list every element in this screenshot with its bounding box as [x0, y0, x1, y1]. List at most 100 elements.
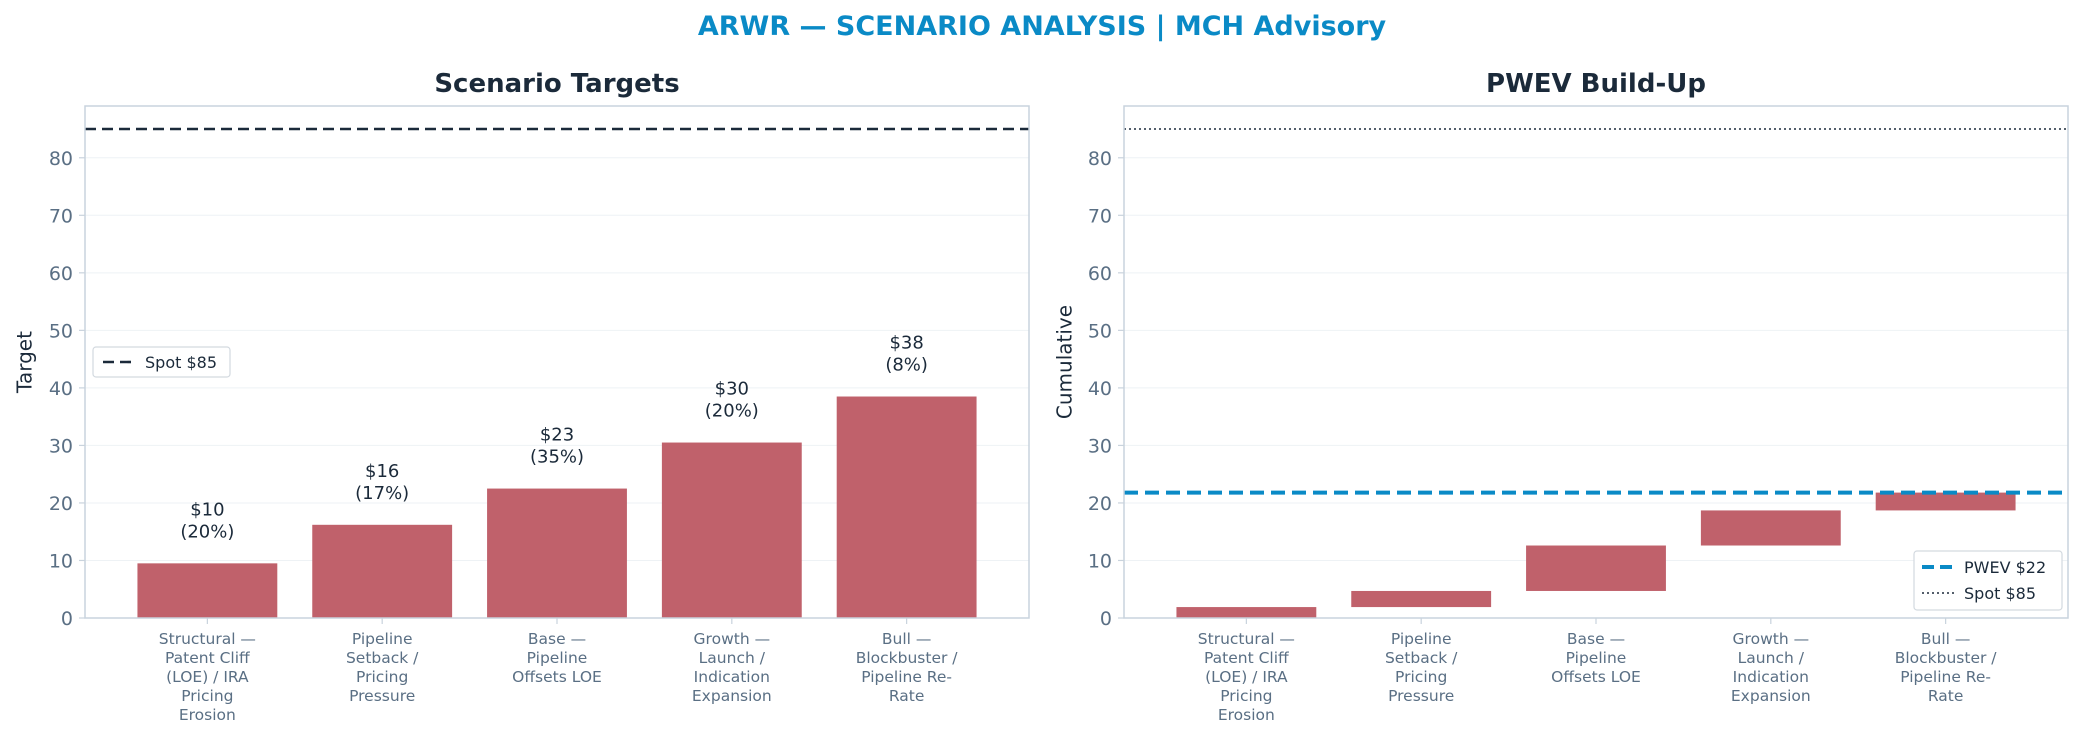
x-tick-label: Base — Pipeline Offsets LOE: [1551, 630, 1641, 686]
bar: [312, 524, 453, 618]
x-tick-label: Bull — Blockbuster / Pipeline Re-Rate: [1895, 630, 1998, 705]
bar: [661, 442, 802, 618]
x-tick-label-line: Structural —: [159, 630, 256, 648]
x-tick-label-line: Base —: [1567, 630, 1625, 648]
x-tick-label-line: Pipeline: [352, 630, 413, 648]
bar-data-label-line: $16: [365, 461, 399, 482]
y-axis-label: Target: [13, 331, 37, 394]
y-tick-label: 70: [49, 205, 73, 227]
bar-data-label: $16 (17%): [355, 461, 409, 504]
x-tick-label: Structural — Patent Cliff (LOE) / IRA Prici…: [159, 630, 256, 724]
y-tick-label: 40: [1088, 378, 1112, 400]
y-tick-label: 30: [49, 435, 73, 457]
x-tick-label-line: Rate: [1928, 687, 1964, 705]
floating-bar: [1351, 590, 1492, 608]
x-tick-label-line: Pricing: [1220, 687, 1272, 705]
bar-data-label-line: $10: [190, 499, 224, 520]
legend-label: Spot $85: [145, 353, 217, 372]
bar: [836, 396, 977, 618]
x-tick-label-line: Pipeline: [1566, 649, 1627, 667]
legend: PWEV $22 Spot $85: [1913, 550, 2063, 611]
x-tick-label-line: Pipeline Re-: [1900, 668, 1991, 686]
bar-data-label-line: (20%): [180, 521, 234, 542]
bar-data-label-line: $30: [715, 379, 749, 400]
x-tick-label-line: Bull —: [1921, 630, 1971, 648]
y-tick-label: 40: [49, 378, 73, 400]
x-tick-label-line: Offsets LOE: [1551, 668, 1641, 686]
y-tick-label: 10: [1088, 550, 1112, 572]
floating-bar: [1700, 510, 1841, 546]
y-tick-label: 60: [49, 263, 73, 285]
x-tick-label-line: Bull —: [882, 630, 932, 648]
x-tick-label-line: Erosion: [179, 706, 236, 724]
x-tick-label-line: Patent Cliff: [165, 649, 250, 667]
bar-data-label-line: $38: [889, 333, 923, 354]
bar: [487, 488, 627, 618]
x-tick-label-line: (LOE) / IRA: [166, 668, 249, 686]
floating-bar: [1526, 545, 1666, 591]
bar-data-label-line: (8%): [885, 355, 928, 376]
chart-title: Scenario Targets: [434, 69, 679, 99]
x-tick-label-line: Expansion: [1731, 687, 1811, 705]
x-tick-label-line: Pressure: [1388, 687, 1454, 705]
x-tick-label: Pipeline Setback / Pricing Pressure: [346, 630, 419, 705]
legend-label: Spot $85: [1964, 584, 2036, 603]
x-tick-label-line: Pricing: [356, 668, 408, 686]
chart-title: PWEV Build-Up: [1486, 69, 1706, 99]
bar-data-label-line: (17%): [355, 483, 409, 504]
floating-bar: [1176, 607, 1317, 618]
x-tick-label: Pipeline Setback / Pricing Pressure: [1385, 630, 1458, 705]
y-tick-label: 10: [49, 550, 73, 572]
y-axis-label: Cumulative: [1053, 305, 1077, 419]
y-tick-label: 50: [49, 320, 73, 342]
y-tick-label: 60: [1088, 263, 1112, 285]
y-tick-label: 50: [1088, 320, 1112, 342]
x-tick-label: Bull — Blockbuster / Pipeline Re-Rate: [856, 630, 959, 705]
x-tick-label-line: (LOE) / IRA: [1205, 668, 1288, 686]
bar-data-label: $10 (20%): [180, 499, 234, 542]
x-tick-label-line: Structural —: [1198, 630, 1295, 648]
plot-frame: [1123, 105, 2069, 619]
bar-data-label-line: (20%): [705, 401, 759, 422]
x-tick-label: Base — Pipeline Offsets LOE: [512, 630, 602, 686]
x-tick-label-line: Blockbuster /: [856, 649, 959, 667]
pwev-buildup-chart: PWEV Build-Up 0 10 20 30 40 50 60 70 80 Cumulative…: [1053, 69, 2069, 724]
x-tick-label-line: Indication: [694, 668, 770, 686]
x-tick-label-line: Erosion: [1218, 706, 1275, 724]
x-tick-label-line: Setback /: [346, 649, 419, 667]
x-tick-label-line: Pipeline Re-: [861, 668, 952, 686]
legend-label: PWEV $22: [1964, 558, 2046, 577]
bar-data-label-line: $23: [540, 425, 574, 446]
figure-title: ARWR — SCENARIO ANALYSIS | MCH Advisory: [698, 11, 1387, 42]
x-tick-label-line: Launch /: [699, 649, 766, 667]
x-tick-label-line: Indication: [1733, 668, 1809, 686]
y-tick-label: 20: [1088, 493, 1112, 515]
x-tick-label: Growth — Launch / Indication Expansion: [1731, 630, 1811, 705]
x-tick-label-line: Expansion: [692, 687, 772, 705]
bar-data-label: $23 (35%): [530, 425, 584, 468]
y-tick-label: 20: [49, 493, 73, 515]
y-tick-label: 30: [1088, 435, 1112, 457]
bar-data-label: $38 (8%): [885, 333, 928, 376]
x-tick-label-line: Pricing: [181, 687, 233, 705]
x-tick-label-line: Pressure: [349, 687, 415, 705]
y-tick-label: 80: [49, 148, 73, 170]
x-tick-label-line: Growth —: [1733, 630, 1810, 648]
x-tick-label: Structural — Patent Cliff (LOE) / IRA Prici…: [1198, 630, 1295, 724]
bar-data-label-line: (35%): [530, 447, 584, 468]
y-tick-label: 0: [61, 608, 73, 630]
bar: [137, 563, 278, 618]
x-tick-label-line: Pipeline: [1391, 630, 1452, 648]
legend: Spot $85: [92, 346, 231, 378]
x-tick-label-line: Pipeline: [527, 649, 588, 667]
y-tick-label: 70: [1088, 205, 1112, 227]
bar-data-label: $30 (20%): [705, 379, 759, 422]
x-tick-label-line: Base —: [528, 630, 586, 648]
x-tick-label-line: Pricing: [1395, 668, 1447, 686]
x-tick-label-line: Rate: [889, 687, 925, 705]
x-tick-label: Growth — Launch / Indication Expansion: [692, 630, 772, 705]
x-tick-label-line: Launch /: [1738, 649, 1805, 667]
x-tick-label-line: Growth —: [694, 630, 771, 648]
legend-box: [92, 346, 231, 378]
